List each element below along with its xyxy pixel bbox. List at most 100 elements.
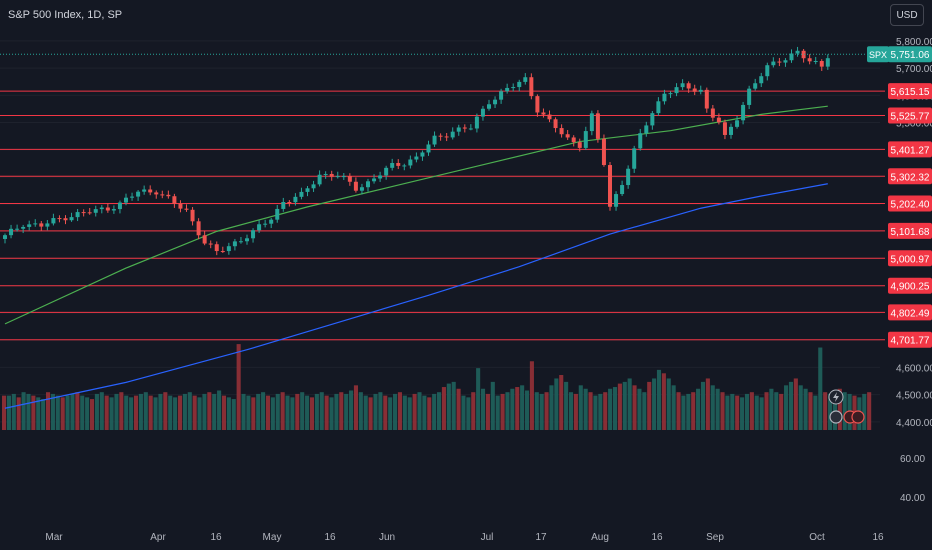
candle-body (674, 87, 679, 94)
symbol-tag (867, 46, 889, 63)
candle-body (281, 201, 286, 209)
volume-bar (368, 397, 373, 430)
volume-bar (393, 393, 398, 430)
volume-bar (666, 378, 671, 430)
volume-bar (270, 397, 275, 430)
candle-body (305, 188, 310, 192)
candle-body (565, 134, 570, 138)
volume-bar (182, 393, 187, 430)
candle-body (353, 181, 358, 191)
candle-body (741, 104, 746, 121)
candle-body (3, 235, 7, 239)
volume-bar (290, 397, 295, 430)
volume-bar (177, 395, 183, 430)
volume-bar (720, 392, 725, 430)
volume-bar (85, 397, 90, 430)
candle-body (735, 120, 740, 127)
candle-body (511, 87, 516, 89)
candle-body (704, 89, 709, 109)
candle-body (777, 61, 782, 63)
candle-body (130, 196, 135, 198)
volume-bar (451, 381, 456, 430)
volume-bar (437, 392, 442, 430)
volume-bar (520, 385, 525, 430)
volume-bar (730, 393, 735, 430)
y-tick-label: 4,400.00 (896, 418, 932, 429)
candle-body (662, 93, 667, 102)
candle-body (359, 187, 364, 191)
volume-bar (94, 393, 99, 430)
earnings-icon (851, 410, 865, 424)
candle-body (208, 243, 213, 245)
volume-bar (344, 393, 349, 430)
x-tick-label: 16 (210, 532, 222, 543)
candle-body (111, 209, 116, 211)
candle-body (414, 156, 419, 160)
volume-bar (339, 392, 344, 430)
level-tag (888, 195, 932, 212)
candle-body (57, 218, 62, 220)
level-tag (888, 250, 932, 267)
volume-bar (114, 393, 119, 430)
volume-tick-label: 60.00 (900, 454, 925, 465)
volume-bar (837, 388, 842, 430)
candle-body (450, 131, 455, 138)
level-tag-label: 5,525.77 (891, 112, 930, 123)
volume-bar (50, 393, 55, 430)
candle-body (75, 212, 80, 218)
candle-body (583, 131, 588, 148)
candle-body (710, 108, 715, 118)
candle-body (813, 61, 818, 63)
candle-body (184, 208, 189, 210)
volume-bar (828, 393, 833, 430)
volume-bar (388, 397, 393, 430)
level-tag-label: 4,802.49 (891, 308, 930, 319)
volume-bar (173, 397, 178, 430)
candle-body (656, 101, 661, 114)
volume-bar (456, 388, 461, 430)
sma-50-line (4, 105, 828, 325)
volume-bar (715, 388, 720, 430)
candle-body (426, 144, 431, 153)
candle-body (517, 81, 522, 88)
volume-bar (129, 397, 134, 430)
volume-bar (671, 385, 676, 430)
volume-bar (314, 393, 319, 430)
volume-bar (554, 378, 559, 430)
volume-bar (617, 383, 622, 430)
candle-body (136, 191, 141, 197)
level-tag-label: 5,000.97 (891, 254, 930, 265)
symbol-tag-label: SPX (869, 50, 887, 60)
volume-bar (256, 393, 261, 430)
x-tick-label: May (263, 532, 282, 543)
candle-body (317, 174, 322, 185)
moving-averages (4, 105, 828, 409)
currency-button[interactable]: USD (890, 4, 924, 26)
candle-body (214, 244, 219, 252)
level-tag (888, 83, 932, 100)
candle-body (142, 189, 147, 192)
sma-200-line (4, 183, 828, 409)
volume-bar (842, 392, 847, 430)
volume-bar (705, 378, 710, 430)
horizontal-levels (0, 90, 885, 341)
volume-bar (412, 393, 417, 430)
candle-body (474, 116, 479, 129)
candle-body (541, 112, 546, 115)
volume-bar (735, 395, 740, 430)
candle-body (480, 108, 485, 117)
x-tick-label: Jun (379, 532, 395, 543)
volume-bars (2, 344, 872, 430)
candle-body (293, 196, 298, 203)
candle-body (232, 241, 237, 247)
volume-bar (138, 393, 143, 430)
candle-body (577, 142, 582, 148)
volume-bar (148, 395, 153, 430)
candle-body (547, 114, 552, 120)
x-tick-label: Sep (706, 532, 724, 543)
candle-body (795, 50, 800, 54)
x-tick-label: 16 (872, 532, 884, 543)
volume-bar (647, 381, 652, 430)
candle-body (9, 228, 14, 236)
